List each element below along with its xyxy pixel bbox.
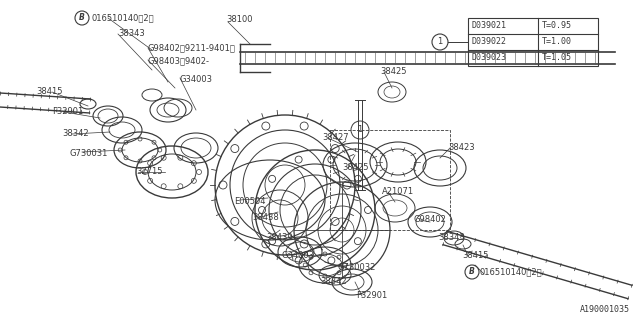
Text: D039021: D039021 <box>472 21 507 30</box>
Text: 38439: 38439 <box>266 233 292 242</box>
Bar <box>468 18 598 66</box>
Text: A190001035: A190001035 <box>580 305 630 314</box>
Text: F32901: F32901 <box>52 108 83 116</box>
Text: 38100: 38100 <box>226 15 253 25</box>
Text: G34003: G34003 <box>180 76 213 84</box>
Text: T=1.05: T=1.05 <box>542 53 572 62</box>
Text: 38425: 38425 <box>380 68 406 76</box>
Text: 38427: 38427 <box>322 132 349 141</box>
Text: 38425: 38425 <box>342 164 369 172</box>
Text: D039023: D039023 <box>472 53 507 62</box>
Text: 38415: 38415 <box>462 251 488 260</box>
Text: D039022: D039022 <box>472 37 507 46</box>
Text: G98403（9402-: G98403（9402- <box>148 57 210 66</box>
Text: T=0.95: T=0.95 <box>542 21 572 30</box>
Text: 016510140（2）: 016510140（2） <box>92 13 155 22</box>
Text: G730031: G730031 <box>70 148 108 157</box>
Text: 38343: 38343 <box>438 234 465 243</box>
Text: 38423: 38423 <box>448 143 475 153</box>
Text: 38343: 38343 <box>118 29 145 38</box>
Text: 1: 1 <box>437 37 443 46</box>
Text: B: B <box>79 13 85 22</box>
Text: 1: 1 <box>357 125 363 134</box>
Text: 38342: 38342 <box>62 130 88 139</box>
Text: G730032: G730032 <box>338 263 376 273</box>
Text: 38342: 38342 <box>320 277 347 286</box>
Text: G34003: G34003 <box>282 251 315 260</box>
Text: 32715: 32715 <box>136 167 163 177</box>
Text: 016510140（2）: 016510140（2） <box>480 268 543 276</box>
Text: 38415: 38415 <box>36 87 63 97</box>
Text: B: B <box>469 268 475 276</box>
Text: A21071: A21071 <box>382 188 414 196</box>
Text: F32901: F32901 <box>356 291 387 300</box>
Text: 38438: 38438 <box>252 213 279 222</box>
Text: G98402: G98402 <box>414 215 447 225</box>
Text: G98402（9211-9401）: G98402（9211-9401） <box>148 44 236 52</box>
Text: T=1.00: T=1.00 <box>542 37 572 46</box>
Text: E00504: E00504 <box>234 196 266 205</box>
